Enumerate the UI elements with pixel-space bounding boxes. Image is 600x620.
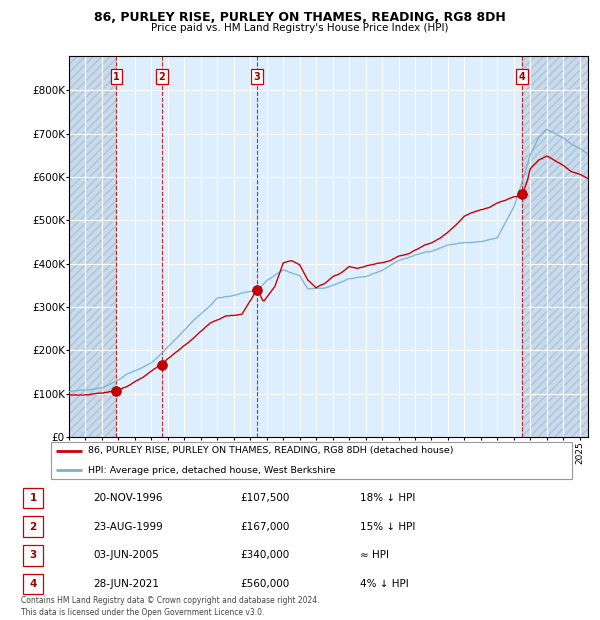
Text: Price paid vs. HM Land Registry's House Price Index (HPI): Price paid vs. HM Land Registry's House … — [151, 23, 449, 33]
Text: 23-AUG-1999: 23-AUG-1999 — [93, 521, 163, 531]
Text: 4: 4 — [29, 579, 37, 589]
Text: 15% ↓ HPI: 15% ↓ HPI — [360, 521, 415, 531]
FancyBboxPatch shape — [23, 516, 43, 537]
Text: HPI: Average price, detached house, West Berkshire: HPI: Average price, detached house, West… — [88, 466, 335, 474]
Text: £340,000: £340,000 — [240, 551, 289, 560]
Text: 86, PURLEY RISE, PURLEY ON THAMES, READING, RG8 8DH: 86, PURLEY RISE, PURLEY ON THAMES, READI… — [94, 11, 506, 24]
Text: 03-JUN-2005: 03-JUN-2005 — [93, 551, 159, 560]
FancyBboxPatch shape — [50, 442, 572, 479]
Text: 86, PURLEY RISE, PURLEY ON THAMES, READING, RG8 8DH (detached house): 86, PURLEY RISE, PURLEY ON THAMES, READI… — [88, 446, 453, 455]
Text: 1: 1 — [29, 493, 37, 503]
Text: 18% ↓ HPI: 18% ↓ HPI — [360, 493, 415, 503]
FancyBboxPatch shape — [23, 545, 43, 565]
Text: £107,500: £107,500 — [240, 493, 289, 503]
Text: £167,000: £167,000 — [240, 521, 289, 531]
Text: 4% ↓ HPI: 4% ↓ HPI — [360, 579, 409, 589]
Text: 28-JUN-2021: 28-JUN-2021 — [93, 579, 159, 589]
Text: 20-NOV-1996: 20-NOV-1996 — [93, 493, 163, 503]
Text: Contains HM Land Registry data © Crown copyright and database right 2024.
This d: Contains HM Land Registry data © Crown c… — [21, 596, 320, 617]
Bar — [69, 56, 116, 437]
Text: 3: 3 — [254, 72, 260, 82]
Text: 1: 1 — [113, 72, 120, 82]
Text: 4: 4 — [518, 72, 526, 82]
Text: 2: 2 — [158, 72, 166, 82]
FancyBboxPatch shape — [23, 487, 43, 508]
FancyBboxPatch shape — [23, 574, 43, 595]
Bar — [522, 56, 588, 437]
Text: ≈ HPI: ≈ HPI — [360, 551, 389, 560]
Text: 2: 2 — [29, 521, 37, 531]
Text: £560,000: £560,000 — [240, 579, 289, 589]
Text: 3: 3 — [29, 551, 37, 560]
